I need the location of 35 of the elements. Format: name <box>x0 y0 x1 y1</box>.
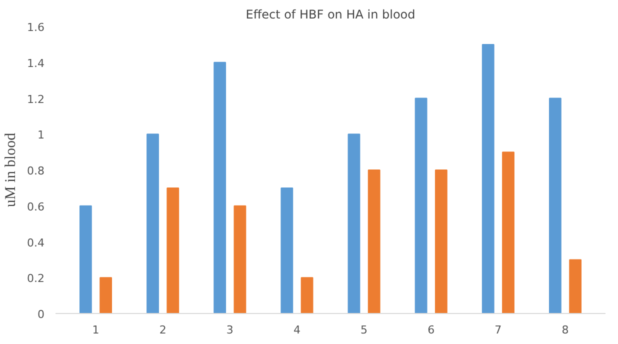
bar <box>482 44 494 314</box>
x-tick-label: 5 <box>360 324 368 336</box>
x-tick-label: 6 <box>428 324 435 336</box>
bar <box>348 134 360 314</box>
bar <box>434 170 448 314</box>
bar <box>300 277 314 314</box>
bar <box>214 62 226 314</box>
bar <box>502 152 514 314</box>
bar <box>100 277 112 314</box>
y-tick-label: 0.2 <box>27 272 45 286</box>
bar <box>146 134 159 314</box>
bar <box>280 187 294 314</box>
chart-title: Effect of HBF on HA in blood <box>246 8 416 22</box>
bar <box>414 98 428 314</box>
y-tick-label: 0.6 <box>27 200 45 214</box>
x-tick-label: 3 <box>226 324 234 336</box>
x-tick-label: 1 <box>92 324 100 336</box>
y-tick-label: 0.4 <box>27 236 45 250</box>
y-tick-label: 1 <box>38 128 44 142</box>
y-tick-label: 1.4 <box>27 56 45 70</box>
bar <box>234 205 246 314</box>
bar <box>569 259 582 314</box>
bar <box>548 98 562 314</box>
bar <box>166 187 180 314</box>
y-tick-label: 1.6 <box>27 21 45 34</box>
x-tick-label: 4 <box>293 324 300 336</box>
bar <box>79 205 92 314</box>
y-tick-label: 0.8 <box>27 164 45 178</box>
y-axis-title: uM in blood <box>3 132 20 208</box>
bar <box>368 170 380 314</box>
y-tick-label: 1.2 <box>27 92 45 106</box>
x-tick-label: 7 <box>494 324 502 336</box>
x-tick-label: 2 <box>159 324 166 336</box>
y-tick-label: 0 <box>38 308 44 321</box>
x-tick-label: 8 <box>562 324 569 336</box>
